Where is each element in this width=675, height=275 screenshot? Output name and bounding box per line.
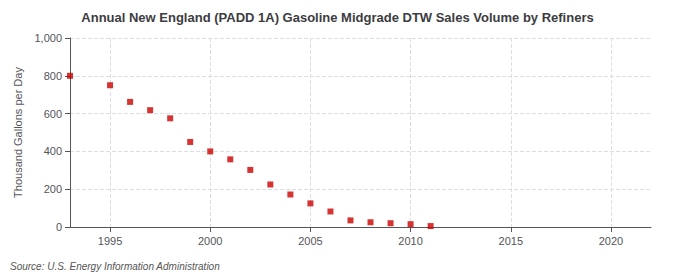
svg-text:0: 0 (56, 221, 62, 233)
svg-text:Thousand Gallons per Day: Thousand Gallons per Day (12, 67, 24, 198)
svg-text:2000: 2000 (198, 235, 222, 247)
svg-text:2010: 2010 (398, 235, 422, 247)
svg-text:600: 600 (44, 108, 62, 120)
svg-text:200: 200 (44, 183, 62, 195)
svg-text:2005: 2005 (298, 235, 322, 247)
svg-text:Annual New England (PADD 1A) G: Annual New England (PADD 1A) Gasoline Mi… (81, 10, 593, 25)
svg-text:1995: 1995 (98, 235, 122, 247)
svg-text:Source: U.S. Energy Informatio: Source: U.S. Energy Information Administ… (10, 261, 220, 272)
svg-text:800: 800 (44, 70, 62, 82)
svg-text:2020: 2020 (599, 235, 623, 247)
svg-text:2015: 2015 (499, 235, 523, 247)
svg-text:400: 400 (44, 145, 62, 157)
svg-text:1,000: 1,000 (34, 32, 62, 44)
